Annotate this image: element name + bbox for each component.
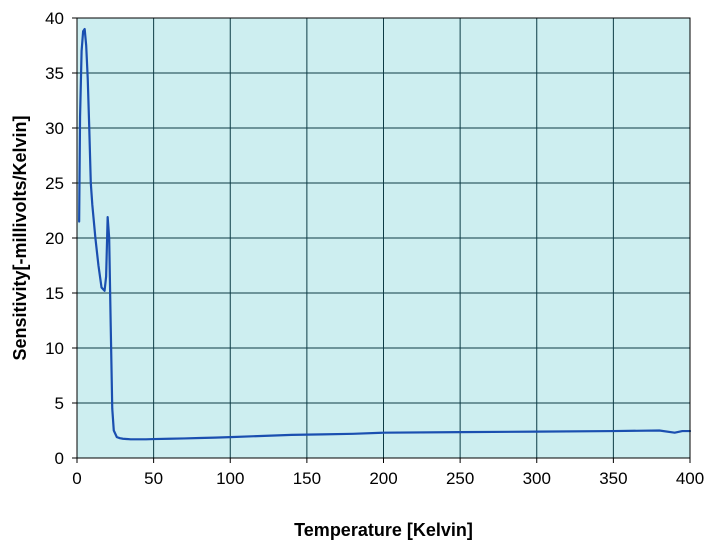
- y-tick-label: 40: [45, 9, 64, 28]
- x-axis-title: Temperature [Kelvin]: [294, 520, 473, 540]
- y-tick-label: 10: [45, 339, 64, 358]
- y-axis-title: Sensitivity[-millivolts/Kelvin]: [10, 115, 30, 360]
- x-tick-label: 150: [293, 469, 321, 488]
- x-tick-label: 50: [144, 469, 163, 488]
- x-tick-labels: 0 50 100 150 200 250 300 350 400: [72, 469, 704, 488]
- x-tick-label: 300: [523, 469, 551, 488]
- x-tick-label: 200: [369, 469, 397, 488]
- y-tick-label: 35: [45, 64, 64, 83]
- x-tick-label: 350: [599, 469, 627, 488]
- grid-lines: [72, 17, 691, 463]
- series-layer: [78, 27, 692, 441]
- y-tick-label: 0: [55, 449, 64, 468]
- x-tick-label: 0: [72, 469, 81, 488]
- x-tick-label: 250: [446, 469, 474, 488]
- y-tick-label: 25: [45, 174, 64, 193]
- y-tick-label: 20: [45, 229, 64, 248]
- y-tick-label: 30: [45, 119, 64, 138]
- y-tick-label: 5: [55, 394, 64, 413]
- plot-frame: [76, 17, 691, 459]
- series-line: [78, 27, 692, 441]
- y-tick-label: 15: [45, 284, 64, 303]
- x-tick-label: 400: [676, 469, 704, 488]
- y-tick-labels: 0 5 10 15 20 25 30 35 40: [45, 9, 64, 468]
- x-tick-label: 100: [216, 469, 244, 488]
